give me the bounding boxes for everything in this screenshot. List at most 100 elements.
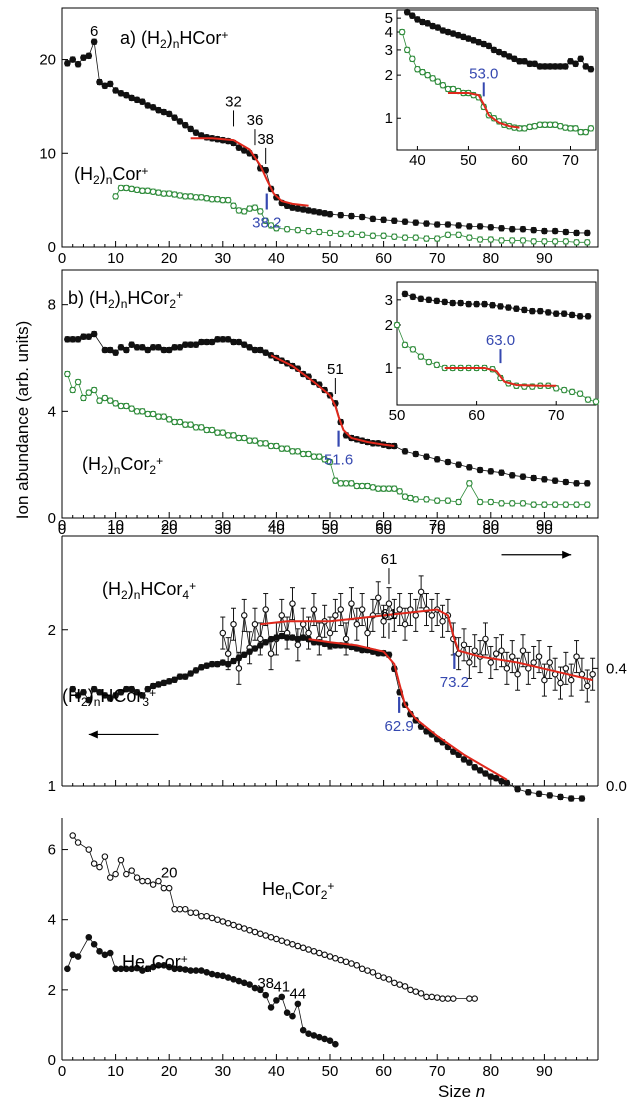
x-tick-label: 30 [214, 1063, 231, 1080]
data-point [192, 424, 200, 431]
data-point [278, 937, 286, 945]
step-marker-label: 62.9 [385, 718, 414, 735]
data-point [267, 1004, 275, 1011]
data-point [374, 485, 382, 492]
data-point [497, 303, 504, 310]
data-point [492, 650, 500, 657]
series-label-d-1: HenCor+ [122, 952, 188, 975]
x-tick-label: 20 [161, 250, 178, 267]
inset-fit-curve [444, 366, 557, 387]
x-tick-label: 40 [268, 517, 285, 534]
data-point [385, 600, 393, 607]
data-point [273, 225, 280, 232]
data-point [582, 128, 590, 136]
data-point [181, 341, 189, 348]
annotation-label: 6 [90, 23, 98, 40]
data-point [208, 195, 216, 203]
data-point [305, 629, 312, 637]
data-point [535, 653, 543, 660]
data-point [165, 190, 173, 197]
data-point [536, 307, 544, 315]
data-point [466, 480, 473, 487]
data-point [398, 28, 406, 36]
data-point [139, 187, 146, 195]
data-point [409, 293, 417, 301]
data-point [85, 696, 93, 704]
data-point [530, 474, 537, 482]
data-point [262, 606, 269, 613]
data-point [96, 947, 103, 955]
data-point [96, 78, 103, 86]
data-point [396, 606, 403, 613]
data-point [139, 344, 146, 351]
data-point [133, 344, 141, 351]
data-point [425, 358, 433, 366]
data-point [203, 338, 211, 346]
series-label-part: 2 [101, 463, 108, 477]
data-point [481, 300, 488, 308]
data-point [262, 932, 269, 939]
data-point [139, 98, 146, 106]
data-point [560, 386, 568, 394]
data-point [584, 239, 591, 246]
data-point [176, 344, 184, 351]
series-label-part: HCor [127, 288, 169, 308]
data-point [106, 695, 114, 702]
y-tick-label: 0 [48, 1052, 56, 1069]
data-point [380, 618, 387, 625]
data-point [251, 928, 259, 936]
data-point [476, 236, 484, 243]
series-label-part: n [134, 588, 141, 602]
data-point [117, 89, 125, 97]
data-point [139, 877, 146, 885]
data-point [573, 501, 580, 508]
data-point [246, 926, 253, 934]
data-point [503, 665, 511, 672]
data-point [439, 81, 447, 89]
data-point [423, 496, 430, 503]
data-point [230, 432, 237, 439]
data-point [412, 988, 420, 995]
data-point [364, 629, 371, 637]
data-point [235, 665, 243, 672]
data-point [455, 222, 462, 229]
series-label-part: 2 [149, 463, 156, 477]
series-label-part: 2 [321, 888, 328, 902]
series-label-part: ) [128, 579, 134, 599]
data-point [348, 600, 355, 607]
data-point [530, 659, 537, 666]
data-point [262, 349, 269, 356]
data-point [568, 311, 576, 319]
data-point [230, 657, 237, 665]
data-point [583, 480, 591, 487]
inset-y-tick-label: 1 [385, 360, 393, 377]
data-point [144, 685, 152, 693]
data-point [567, 795, 575, 802]
data-point [465, 300, 472, 308]
data-point [181, 673, 189, 680]
data-point [396, 981, 403, 988]
data-point [149, 188, 157, 195]
data-point [106, 346, 114, 354]
data-point [128, 94, 135, 102]
data-point [257, 635, 264, 643]
data-point [198, 967, 205, 974]
data-point [219, 918, 227, 925]
data-point [214, 195, 221, 203]
data-point [96, 688, 103, 696]
data-point [85, 933, 93, 941]
data-point [224, 919, 232, 927]
data-point [316, 228, 323, 236]
data-point [192, 129, 200, 136]
data-point [101, 82, 109, 90]
x-tick-label: 80 [482, 521, 499, 538]
data-point [412, 496, 420, 503]
data-point [294, 448, 302, 455]
inset-x-tick-label: 60 [511, 152, 528, 169]
data-point [257, 642, 264, 649]
annotation-label: 38 [257, 131, 274, 148]
data-point [519, 237, 527, 244]
data-point [401, 493, 409, 500]
data-point [74, 378, 82, 386]
data-point [90, 386, 98, 394]
